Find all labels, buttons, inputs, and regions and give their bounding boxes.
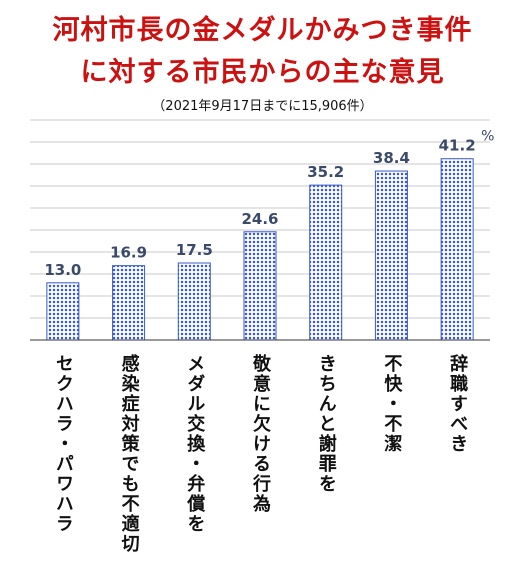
value-label: 16.9 — [110, 244, 147, 262]
bar — [374, 170, 408, 341]
category-label: 感染症対策でも不適切 — [118, 354, 140, 554]
value-label: 13.0 — [44, 261, 81, 279]
value-label: 41.2 — [439, 137, 476, 155]
category-label: 辞職すべき — [447, 354, 469, 454]
chart-title-line1: 河村市長の金メダルかみつき事件 — [52, 15, 473, 46]
bar — [440, 158, 474, 341]
value-label: 38.4 — [373, 149, 410, 167]
category-label: セクハラ・パワハラ — [52, 354, 74, 534]
bars — [46, 158, 474, 341]
value-labels: 13.0 16.9 17.5 24.6 35.2 38.4 41.2 — [44, 137, 475, 279]
value-label: 24.6 — [241, 210, 278, 228]
bar — [112, 265, 146, 341]
category-label: メダル交換・弁償を — [184, 354, 206, 534]
category-label: 不快・不潔 — [381, 354, 403, 454]
bar — [177, 262, 211, 341]
bar — [46, 282, 80, 341]
chart-title-line2: に対する市民からの主な意見 — [80, 57, 445, 88]
chart-subtitle: （2021年9月17日までに15,906件） — [152, 99, 373, 114]
unit-label: % — [481, 129, 494, 145]
category-label: 敬意に欠ける行為 — [250, 354, 271, 514]
bar — [309, 184, 343, 341]
value-label: 35.2 — [307, 163, 344, 181]
value-label: 17.5 — [176, 241, 213, 259]
category-label: きちんと謝罪を — [315, 354, 337, 494]
bar — [243, 231, 277, 341]
